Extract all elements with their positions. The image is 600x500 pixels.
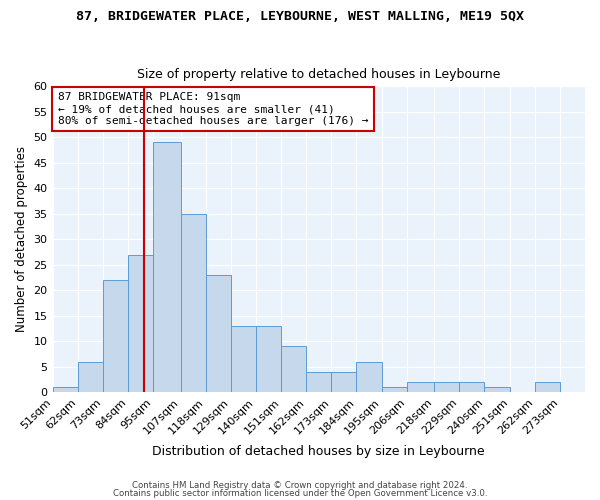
Title: Size of property relative to detached houses in Leybourne: Size of property relative to detached ho…: [137, 68, 500, 81]
Bar: [53, 387, 77, 392]
Bar: [407, 382, 434, 392]
Text: 87, BRIDGEWATER PLACE, LEYBOURNE, WEST MALLING, ME19 5QX: 87, BRIDGEWATER PLACE, LEYBOURNE, WEST M…: [76, 10, 524, 23]
Bar: [128, 254, 153, 392]
Bar: [103, 280, 128, 392]
Bar: [77, 362, 103, 392]
Bar: [535, 382, 560, 392]
Bar: [206, 275, 231, 392]
Bar: [256, 326, 281, 392]
Bar: [281, 346, 306, 393]
Bar: [331, 372, 356, 392]
Bar: [181, 214, 206, 392]
Text: 87 BRIDGEWATER PLACE: 91sqm
← 19% of detached houses are smaller (41)
80% of sem: 87 BRIDGEWATER PLACE: 91sqm ← 19% of det…: [58, 92, 368, 126]
Text: Contains HM Land Registry data © Crown copyright and database right 2024.: Contains HM Land Registry data © Crown c…: [132, 481, 468, 490]
Y-axis label: Number of detached properties: Number of detached properties: [15, 146, 28, 332]
Bar: [382, 387, 407, 392]
Bar: [356, 362, 382, 392]
Bar: [306, 372, 331, 392]
Bar: [484, 387, 509, 392]
X-axis label: Distribution of detached houses by size in Leybourne: Distribution of detached houses by size …: [152, 444, 485, 458]
Bar: [460, 382, 484, 392]
Bar: [153, 142, 181, 392]
Text: Contains public sector information licensed under the Open Government Licence v3: Contains public sector information licen…: [113, 488, 487, 498]
Bar: [231, 326, 256, 392]
Bar: [434, 382, 460, 392]
